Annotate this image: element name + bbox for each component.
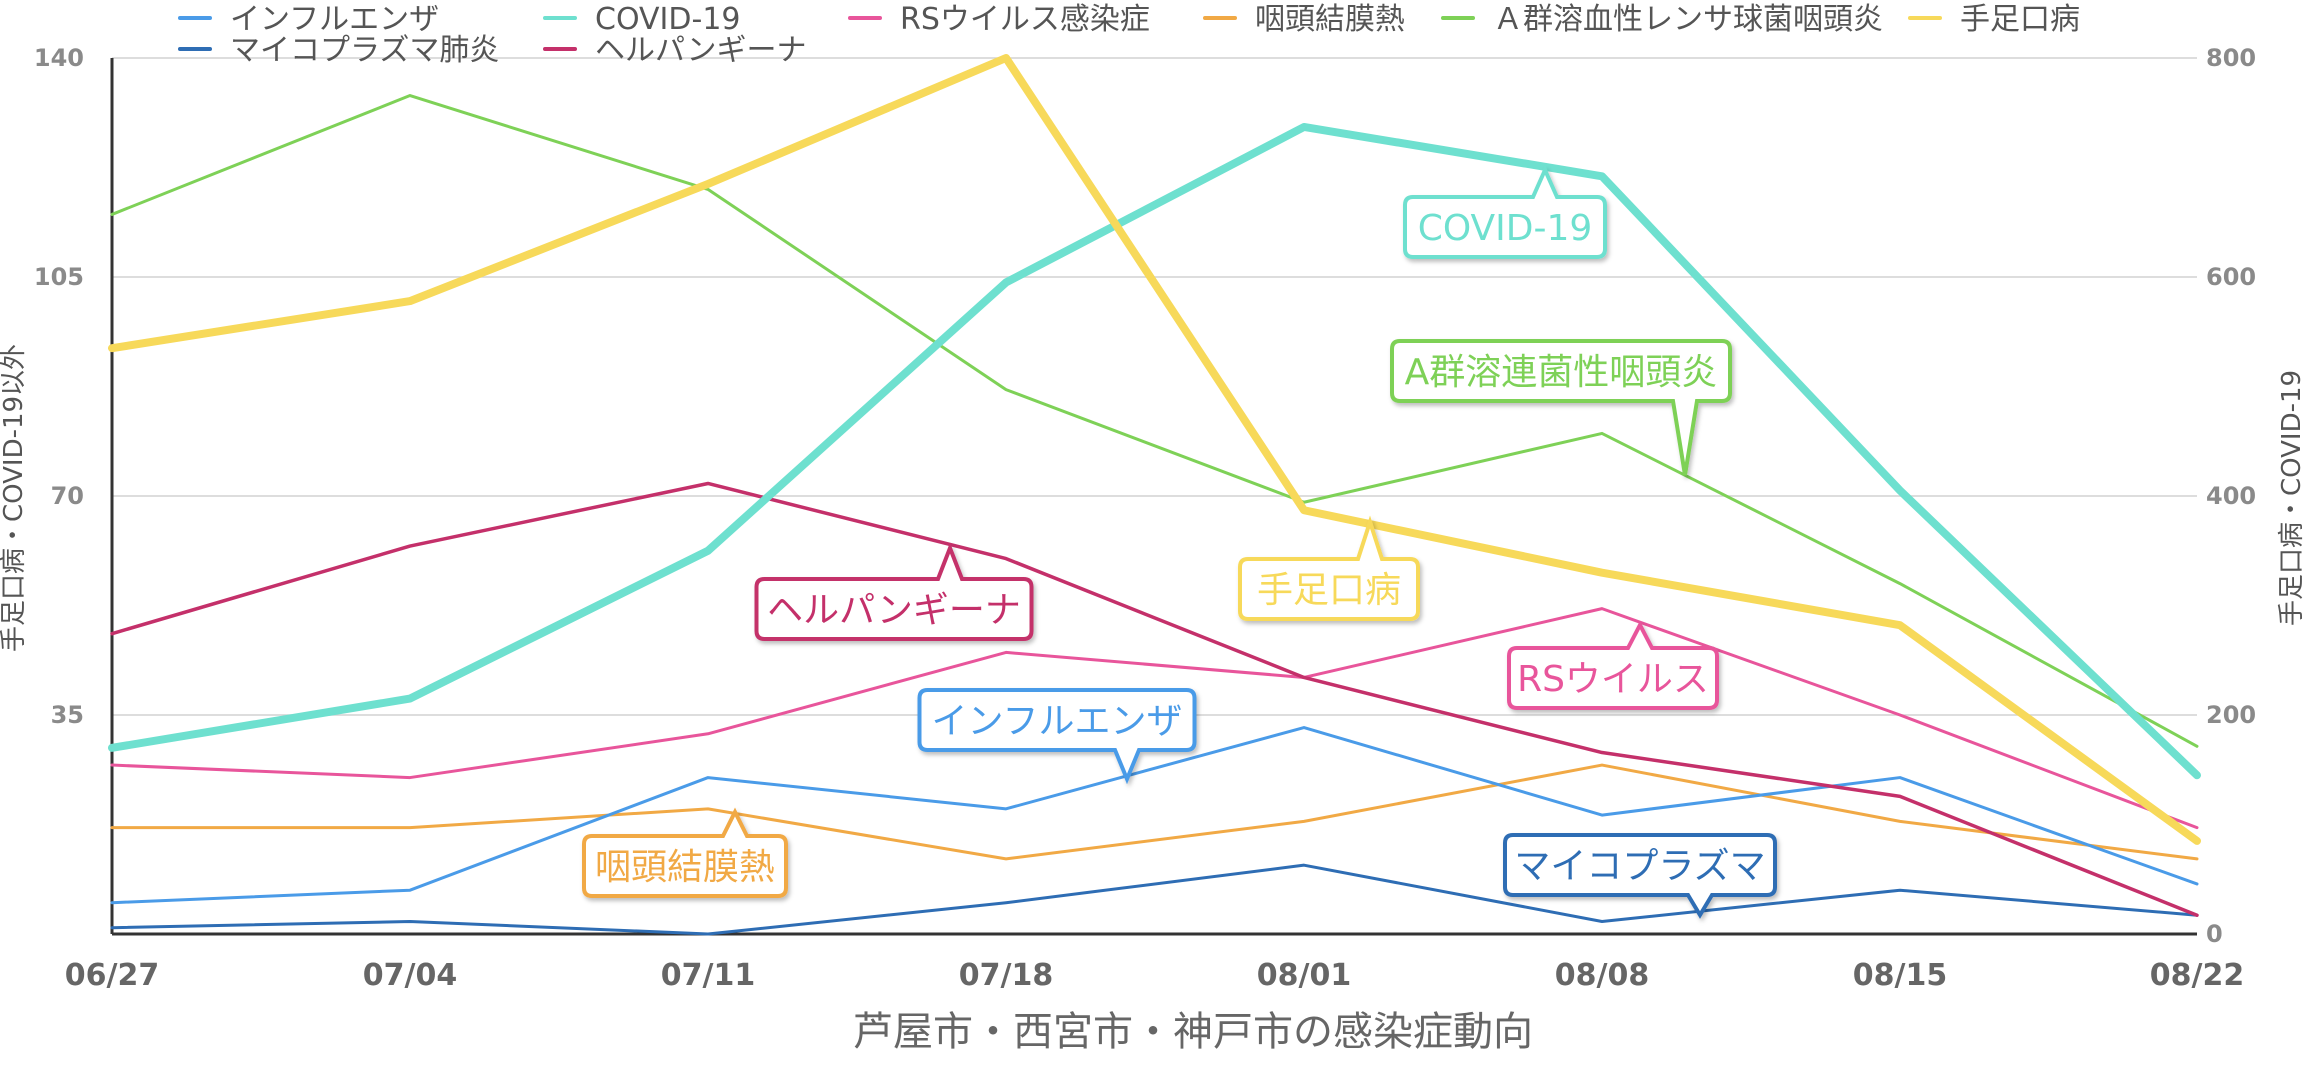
- callout-label: ヘルパンギーナ: [767, 590, 1021, 631]
- y-right-tick-label: 0: [2206, 920, 2223, 948]
- y-right-tick-label: 600: [2206, 263, 2256, 291]
- callout-label: COVID-19: [1418, 208, 1593, 249]
- x-tick-label: 08/22: [2150, 958, 2244, 993]
- y-axis-right-title: 手足口病・COVID-19: [2277, 370, 2307, 626]
- callout-label: インフルエンザ: [932, 701, 1183, 742]
- y-left-tick-label: 140: [34, 44, 84, 72]
- legend-label: ヘルパンギーナ: [595, 33, 807, 68]
- callout: [1390, 339, 1732, 476]
- legend-label: インフルエンザ: [230, 2, 439, 37]
- y-right-tick-label: 800: [2206, 44, 2256, 72]
- callout-label: A群溶連菌性咽頭炎: [1405, 352, 1718, 393]
- callout: [1403, 165, 1607, 259]
- callout-label: 手足口病: [1257, 570, 1401, 611]
- callout: [1507, 620, 1719, 710]
- x-tick-label: 07/11: [661, 958, 755, 993]
- series-line: [110, 481, 2199, 917]
- callout: [917, 688, 1197, 785]
- callout-label: RSウイルス: [1517, 659, 1709, 700]
- x-tick-label: 07/04: [363, 958, 457, 993]
- series-lines: [108, 54, 2201, 936]
- callout-box: [1403, 165, 1607, 259]
- legend-label: Ａ群溶血性レンサ球菌咽頭炎: [1493, 2, 1883, 37]
- x-tick-label: 08/01: [1257, 958, 1351, 993]
- callout-box: [582, 807, 788, 898]
- y-left-tick-label: 105: [34, 263, 84, 291]
- y-axis-left-title: 手足口病・COVID-19以外: [0, 344, 29, 652]
- callout-box: [1390, 339, 1732, 476]
- x-axis-title: 芦屋市・西宮市・神戸市の感染症動向: [853, 1009, 1533, 1055]
- legend-label: 咽頭結膜熱: [1255, 2, 1405, 37]
- legend-label: RSウイルス感染症: [900, 2, 1150, 37]
- x-tick-label: 06/27: [65, 958, 159, 993]
- legend-label: 手足口病: [1960, 2, 2080, 37]
- callout-label: マイコプラズマ: [1514, 846, 1765, 887]
- x-tick-label: 08/08: [1555, 958, 1649, 993]
- series-line: [108, 122, 2201, 780]
- callout-box: [1503, 833, 1777, 919]
- x-tick-label: 08/15: [1853, 958, 1947, 993]
- axes: 35 70 105 140 0 200 400 600 800 06/27 07/04 07/11 07…: [34, 44, 2256, 993]
- x-tick-label: 07/18: [959, 958, 1053, 993]
- series-line: [110, 607, 2199, 830]
- callout-box: [1238, 515, 1420, 621]
- series-line: [110, 763, 2199, 861]
- callout: [754, 542, 1034, 641]
- legend-label: COVID-19: [595, 2, 741, 37]
- callout-box: [917, 688, 1197, 785]
- y-right-tick-label: 400: [2206, 482, 2256, 510]
- series-line: [110, 726, 2199, 905]
- series-line: [110, 94, 2199, 748]
- y-left-tick-label: 35: [51, 701, 84, 729]
- y-right-tick-label: 200: [2206, 701, 2256, 729]
- series-line: [108, 54, 2201, 845]
- legend-label: マイコプラズマ肺炎: [230, 33, 499, 68]
- callout: [1238, 515, 1420, 621]
- callout-box: [1507, 620, 1719, 710]
- callout-box: [754, 542, 1034, 641]
- callout: [582, 807, 788, 898]
- y-left-tick-label: 70: [51, 482, 84, 510]
- series-line: [110, 863, 2199, 936]
- callout: [1503, 833, 1777, 919]
- callout-label: 咽頭結膜熱: [595, 847, 775, 888]
